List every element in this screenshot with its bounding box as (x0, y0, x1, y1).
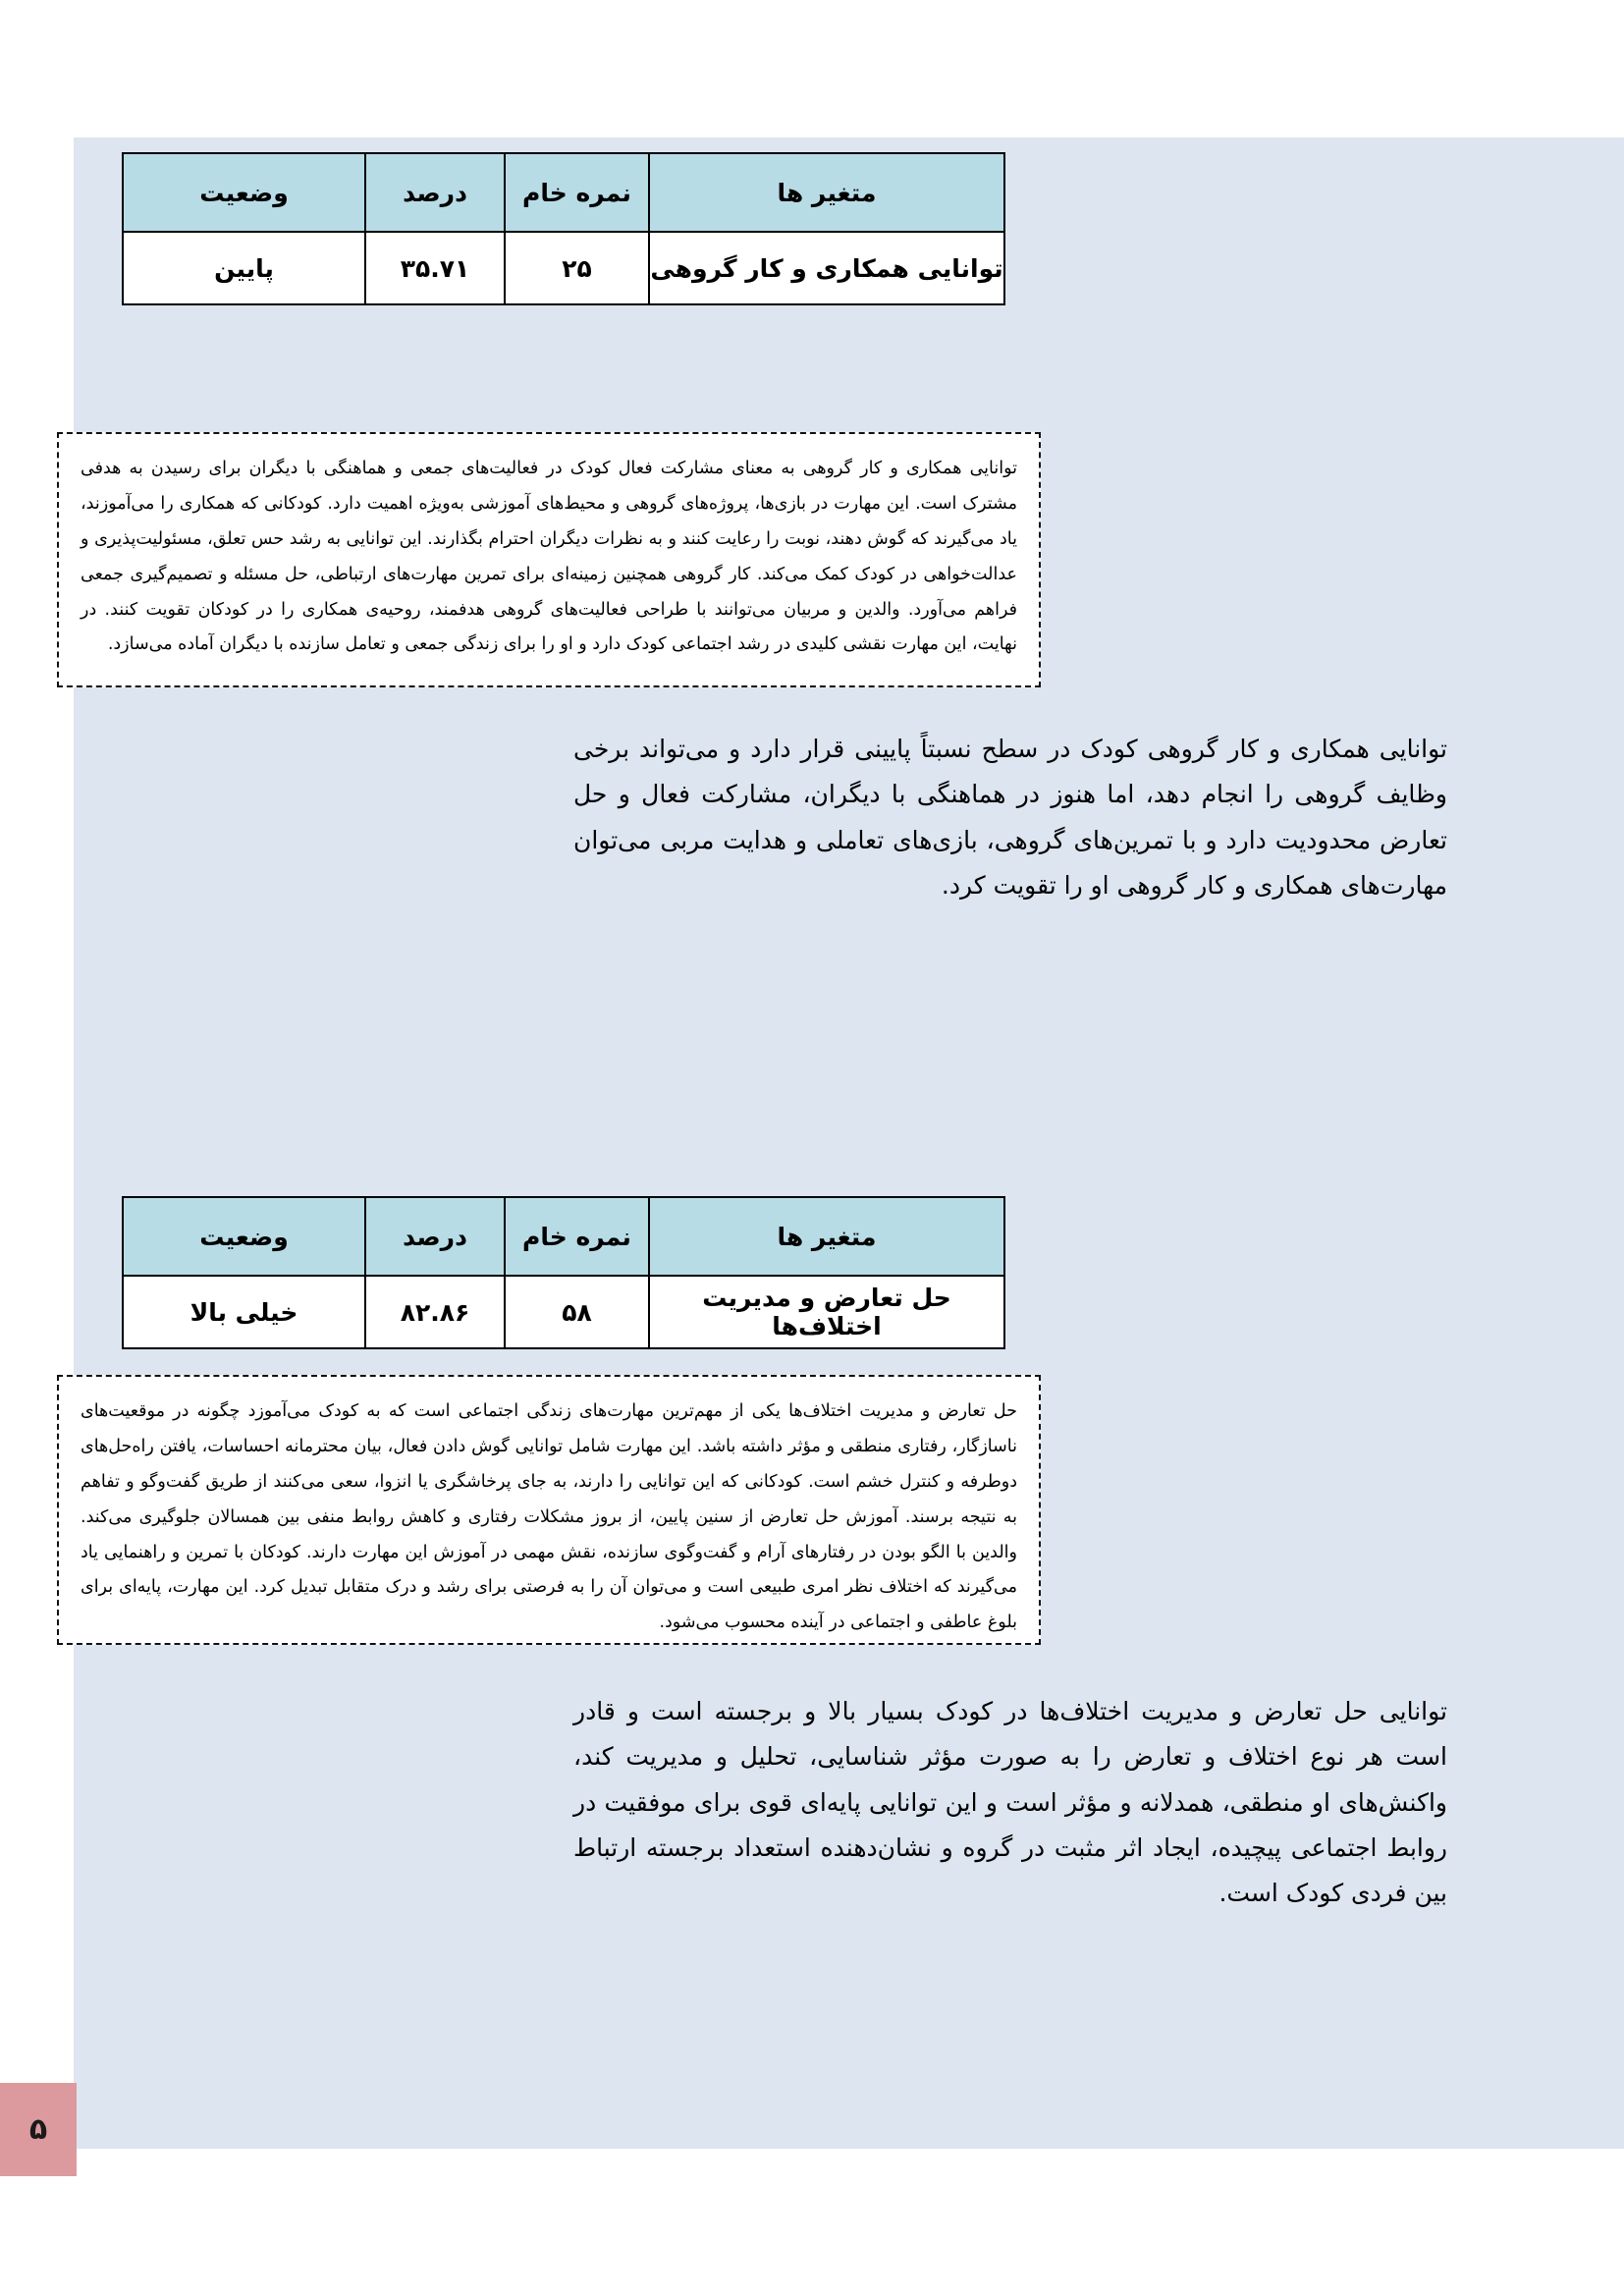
header-percent: درصد (364, 1196, 506, 1277)
cooperation-summary-text: توانایی همکاری و کار گروهی کودک در سطح ن… (573, 735, 1447, 900)
conflict-score-table: متغیر ها نمره خام درصد وضعیت حل تعارض و … (122, 1196, 1005, 1349)
cooperation-description-text: توانایی همکاری و کار گروهی به معنای مشار… (81, 459, 1017, 655)
cooperation-summary: توانایی همکاری و کار گروهی کودک در سطح ن… (573, 727, 1447, 908)
header-variables: متغیر ها (648, 152, 1005, 233)
header-percent: درصد (364, 152, 506, 233)
cell-raw-score: ۵۸ (504, 1275, 650, 1349)
cell-variable: حل تعارض و مدیریت اختلاف‌ها (648, 1275, 1005, 1349)
header-variables: متغیر ها (648, 1196, 1005, 1277)
cell-percent: ۳۵.۷۱ (364, 231, 506, 305)
cell-status: پایین (122, 231, 366, 305)
table-row: توانایی همکاری و کار گروهی ۲۵ ۳۵.۷۱ پایی… (122, 231, 1005, 305)
cell-raw-score: ۲۵ (504, 231, 650, 305)
cooperation-description-box: توانایی همکاری و کار گروهی به معنای مشار… (57, 432, 1041, 687)
table-row: حل تعارض و مدیریت اختلاف‌ها ۵۸ ۸۲.۸۶ خیل… (122, 1275, 1005, 1349)
conflict-summary-text: توانایی حل تعارض و مدیریت اختلاف‌ها در ک… (573, 1697, 1447, 1907)
page-number-badge: ۵ (0, 2083, 77, 2176)
header-raw-score: نمره خام (504, 152, 650, 233)
cooperation-score-table: متغیر ها نمره خام درصد وضعیت توانایی همک… (122, 152, 1005, 305)
page-left-margin (0, 0, 74, 2296)
page-number: ۵ (28, 2112, 48, 2147)
header-status: وضعیت (122, 152, 366, 233)
conflict-description-text: حل تعارض و مدیریت اختلاف‌ها یکی از مهم‌ت… (81, 1401, 1017, 1633)
header-raw-score: نمره خام (504, 1196, 650, 1277)
header-status: وضعیت (122, 1196, 366, 1277)
cell-percent: ۸۲.۸۶ (364, 1275, 506, 1349)
conflict-summary: توانایی حل تعارض و مدیریت اختلاف‌ها در ک… (573, 1689, 1447, 1916)
table-header-row: متغیر ها نمره خام درصد وضعیت (122, 1196, 1005, 1277)
cell-status: خیلی بالا (122, 1275, 366, 1349)
page-background-band (74, 0, 1624, 2149)
page-bottom-margin (0, 2149, 1624, 2296)
cell-variable: توانایی همکاری و کار گروهی (648, 231, 1005, 305)
table-header-row: متغیر ها نمره خام درصد وضعیت (122, 152, 1005, 233)
page-top-margin (0, 0, 1624, 137)
conflict-description-box: حل تعارض و مدیریت اختلاف‌ها یکی از مهم‌ت… (57, 1375, 1041, 1645)
